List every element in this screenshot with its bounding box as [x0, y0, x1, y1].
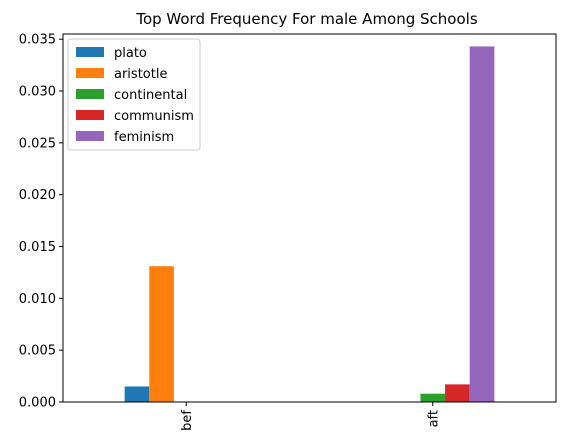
- legend-swatch-aristotle: [76, 68, 104, 78]
- y-tick-label: 0.030: [19, 85, 56, 100]
- y-tick-label: 0.020: [19, 188, 56, 203]
- legend: plato aristotle continental communism femini…: [67, 38, 201, 151]
- y-tick-label: 0.025: [19, 136, 56, 151]
- bar-communism-aft: [445, 384, 470, 402]
- bar-continental-aft: [420, 393, 446, 402]
- bar-feminism-aft: [469, 46, 495, 402]
- legend-swatch-communism: [76, 110, 104, 120]
- plot-frame: [62, 33, 557, 403]
- legend-swatch-plato: [76, 47, 104, 57]
- legend-label-communism: communism: [114, 109, 194, 124]
- legend-label-aristotle: aristotle: [114, 67, 167, 82]
- y-axis: 0.000 0.005 0.010 0.015 0.020 0.025 0.030 0.035: [19, 33, 63, 411]
- y-tick-label: 0.015: [19, 240, 56, 255]
- x-tick-label: bef: [180, 410, 195, 431]
- plot-area: [62, 33, 557, 403]
- bar-plato-bef: [124, 386, 150, 402]
- bar-aristotle-bef: [149, 266, 174, 402]
- legend-label-feminism: feminism: [114, 130, 174, 145]
- chart-title: Top Word Frequency For male Among School…: [135, 10, 477, 28]
- legend-box: [67, 38, 201, 151]
- y-tick-label: 0.010: [19, 292, 56, 307]
- legend-swatch-continental: [76, 89, 104, 99]
- y-tick-label: 0.035: [19, 33, 56, 48]
- x-axis: bef aft: [180, 402, 441, 431]
- y-tick-label: 0.005: [19, 344, 56, 359]
- x-tick-label: aft: [426, 410, 441, 427]
- y-tick-label: 0.000: [19, 396, 56, 411]
- legend-swatch-feminism: [76, 131, 104, 141]
- legend-label-continental: continental: [114, 88, 187, 103]
- legend-label-plato: plato: [114, 46, 147, 61]
